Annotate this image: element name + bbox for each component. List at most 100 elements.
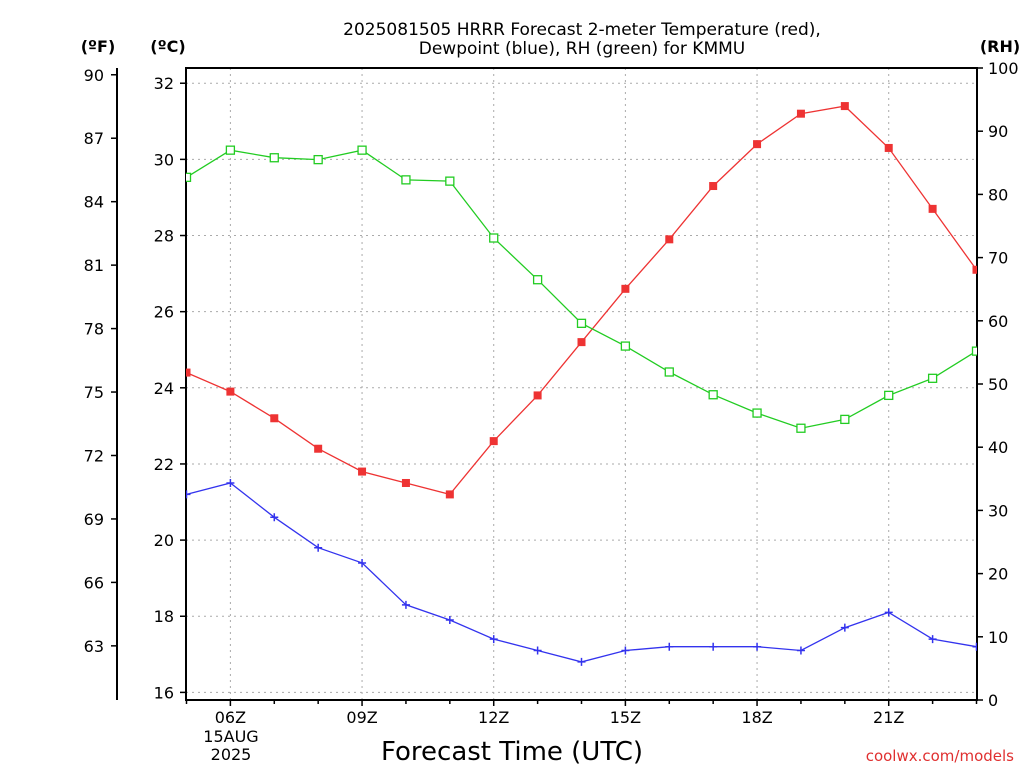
temperature-point bbox=[796, 109, 805, 118]
x-axis-label: Forecast Time (UTC) bbox=[381, 737, 643, 767]
rh-tick-label: 0 bbox=[988, 691, 998, 710]
x-tick-label: 18Z bbox=[741, 708, 772, 727]
dewpoint-point bbox=[226, 478, 235, 487]
rh-point bbox=[884, 390, 894, 401]
celsius-tick-label: 18 bbox=[154, 607, 174, 626]
x-tick-label: 15Z bbox=[610, 708, 641, 727]
temperature-point bbox=[186, 368, 191, 377]
temperature-point bbox=[270, 414, 279, 423]
rh-point bbox=[840, 414, 850, 425]
x-date-label-day: 15AUG bbox=[203, 727, 258, 746]
temperature-point bbox=[445, 490, 454, 499]
rh-point bbox=[445, 176, 455, 186]
rh-point bbox=[532, 275, 543, 285]
rh-point bbox=[664, 367, 674, 377]
temperature-point bbox=[577, 338, 586, 347]
rh-point bbox=[489, 233, 499, 243]
rh-tick-label: 60 bbox=[988, 312, 1008, 331]
axes bbox=[111, 67, 983, 706]
rh-tick-label: 50 bbox=[988, 375, 1008, 394]
data-series bbox=[186, 102, 977, 666]
dewpoint-point bbox=[796, 646, 805, 655]
temperature-line bbox=[186, 105, 977, 496]
temperature-point bbox=[709, 182, 718, 191]
rh-tick-label: 20 bbox=[988, 565, 1008, 584]
rh-tick-label: 30 bbox=[988, 501, 1008, 520]
plot-frame bbox=[185, 67, 978, 701]
tick-labels: 16 18 20 22 24 26 28 30 32 63 66 69 72 75 78 81 84 87 90 0 1… bbox=[84, 59, 1019, 727]
temperature-series bbox=[186, 102, 977, 499]
dewpoint-point bbox=[314, 543, 323, 552]
dewpoint-point bbox=[884, 608, 893, 617]
celsius-tick-label: 30 bbox=[154, 150, 174, 169]
temperature-point bbox=[928, 204, 937, 213]
fahrenheit-tick-label: 78 bbox=[84, 320, 104, 339]
rh-point bbox=[927, 373, 938, 383]
fahrenheit-tick-label: 63 bbox=[84, 637, 104, 656]
dewpoint-point bbox=[445, 616, 454, 625]
rh-point bbox=[357, 145, 367, 155]
x-tick-label: 12Z bbox=[478, 708, 509, 727]
temperature-point bbox=[533, 391, 542, 400]
celsius-tick-label: 32 bbox=[154, 74, 174, 93]
temperature-point bbox=[226, 387, 235, 396]
fahrenheit-tick-label: 87 bbox=[84, 129, 104, 148]
fahrenheit-tick-label: 81 bbox=[84, 256, 104, 275]
dewpoint-point bbox=[928, 635, 937, 644]
rh-tick-label: 90 bbox=[988, 122, 1008, 141]
temperature-point bbox=[840, 102, 849, 111]
celsius-tick-label: 24 bbox=[154, 379, 174, 398]
rh-tick-label: 80 bbox=[988, 185, 1008, 204]
temperature-point bbox=[884, 143, 893, 152]
temperature-point bbox=[358, 467, 367, 476]
temperature-point bbox=[972, 265, 977, 274]
temperature-point bbox=[621, 284, 630, 293]
rh-line bbox=[186, 149, 977, 429]
rh-tick-label: 70 bbox=[988, 249, 1008, 268]
fahrenheit-tick-label: 75 bbox=[84, 383, 104, 402]
fahrenheit-tick-label: 69 bbox=[84, 510, 104, 529]
dewpoint-point bbox=[972, 642, 977, 651]
rh-point bbox=[225, 145, 236, 155]
chart-title-line-2: Dewpoint (blue), RH (green) for KMMU bbox=[419, 39, 746, 59]
rh-series bbox=[186, 145, 977, 433]
dewpoint-series bbox=[186, 478, 977, 666]
dewpoint-point bbox=[533, 646, 542, 655]
dewpoint-point bbox=[358, 558, 367, 567]
temperature-point bbox=[401, 478, 410, 487]
celsius-tick-label: 16 bbox=[154, 683, 174, 702]
rh-point bbox=[269, 153, 279, 163]
rh-tick-label: 10 bbox=[988, 628, 1008, 647]
x-date-label-year: 2025 bbox=[211, 745, 252, 764]
dewpoint-point bbox=[753, 642, 762, 651]
credit-link[interactable]: coolwx.com/models bbox=[866, 747, 1014, 765]
fahrenheit-tick-label: 72 bbox=[84, 446, 104, 465]
fahrenheit-tick-label: 90 bbox=[84, 66, 104, 85]
fahrenheit-unit-label: (ºF) bbox=[81, 37, 116, 56]
fahrenheit-tick-label: 84 bbox=[84, 193, 104, 212]
temperature-point bbox=[665, 235, 674, 244]
x-tick-label: 09Z bbox=[346, 708, 377, 727]
dewpoint-line bbox=[186, 482, 977, 663]
celsius-tick-label: 28 bbox=[154, 227, 174, 246]
celsius-tick-label: 20 bbox=[154, 531, 174, 550]
dewpoint-point bbox=[840, 623, 849, 632]
rh-point bbox=[620, 341, 631, 351]
dewpoint-point bbox=[577, 657, 586, 666]
rh-point bbox=[576, 318, 587, 328]
celsius-tick-label: 22 bbox=[154, 455, 174, 474]
rh-point bbox=[313, 154, 323, 165]
dewpoint-point bbox=[270, 513, 279, 522]
temperature-point bbox=[753, 140, 762, 149]
dewpoint-point bbox=[401, 600, 410, 609]
dewpoint-point bbox=[489, 635, 498, 644]
rh-tick-label: 40 bbox=[988, 438, 1008, 457]
celsius-unit-label: (ºC) bbox=[150, 37, 185, 56]
fahrenheit-tick-label: 66 bbox=[84, 573, 104, 592]
temperature-point bbox=[314, 444, 323, 453]
grid-lines bbox=[186, 68, 977, 700]
rh-tick-label: 100 bbox=[988, 59, 1019, 78]
x-tick-label: 21Z bbox=[873, 708, 904, 727]
temperature-point bbox=[489, 437, 498, 446]
